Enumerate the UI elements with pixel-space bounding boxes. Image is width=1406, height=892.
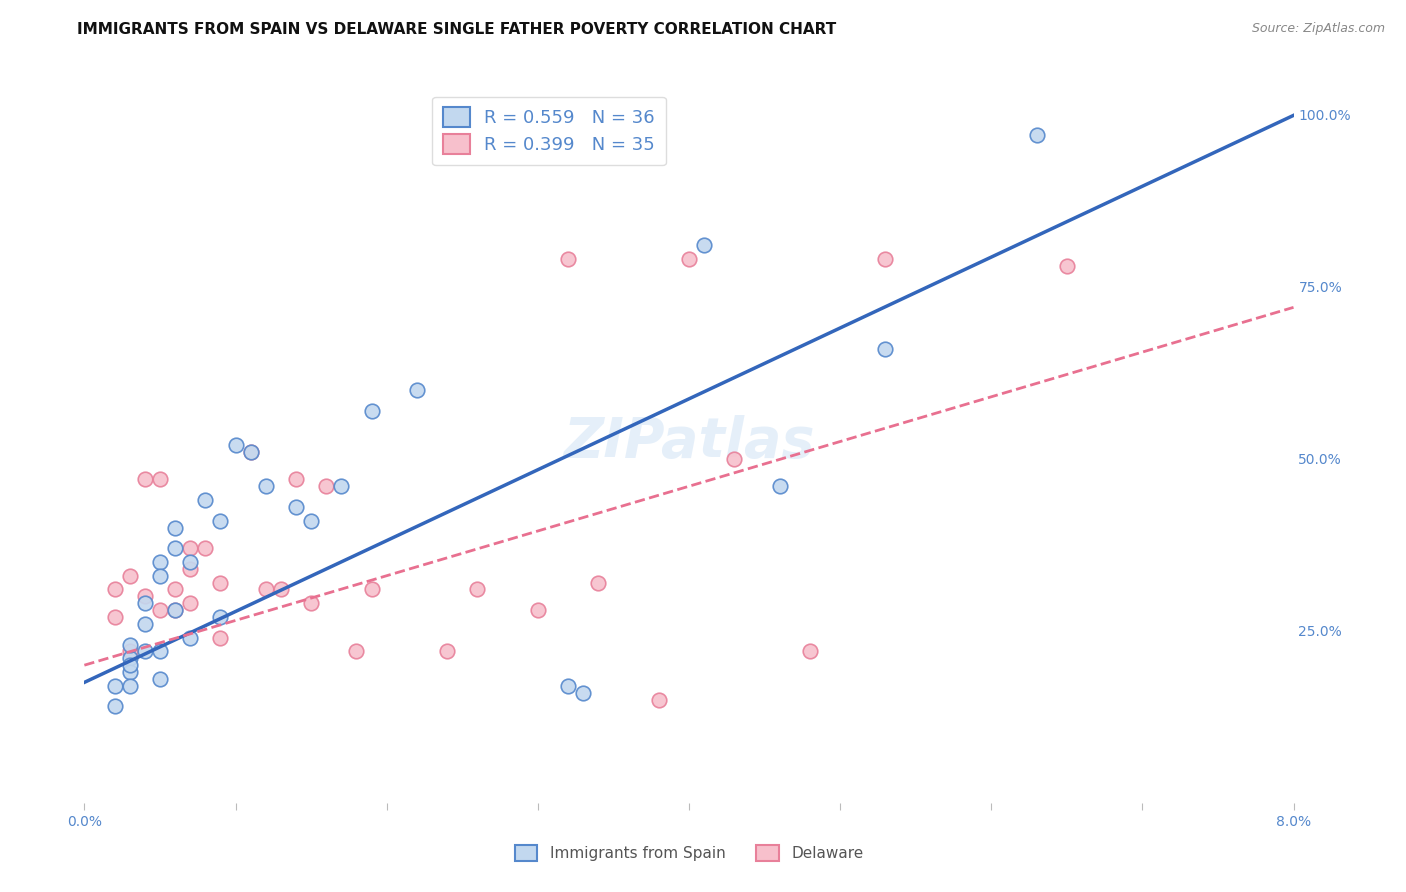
Point [557,679,579,693]
Point [209,575,232,590]
Point [239,445,262,459]
Point [149,568,172,582]
Point [769,479,792,493]
Point [346,644,368,658]
Point [557,252,579,267]
Point [588,575,610,590]
Point [179,596,201,610]
Point [436,644,458,658]
Text: ZIPatlas: ZIPatlas [564,415,814,468]
Point [572,686,595,700]
Point [299,514,322,528]
Point [209,514,232,528]
Point [149,555,172,569]
Text: Source: ZipAtlas.com: Source: ZipAtlas.com [1251,22,1385,36]
Point [799,644,821,658]
Point [1056,259,1078,273]
Point [209,631,232,645]
Point [194,541,217,556]
Point [360,403,382,417]
Point [165,541,187,556]
Point [527,603,550,617]
Point [875,342,897,356]
Point [179,541,201,556]
Point [118,638,141,652]
Point [285,500,308,514]
Point [104,699,127,714]
Point [165,603,187,617]
Point [118,644,141,658]
Point [134,616,156,631]
Point [406,383,429,397]
Point [254,479,277,493]
Point [723,451,745,466]
Point [194,493,217,508]
Point [118,651,141,665]
Point [104,679,127,693]
Point [134,644,156,658]
Point [239,445,262,459]
Text: IMMIGRANTS FROM SPAIN VS DELAWARE SINGLE FATHER POVERTY CORRELATION CHART: IMMIGRANTS FROM SPAIN VS DELAWARE SINGLE… [77,22,837,37]
Point [118,679,141,693]
Point [467,582,489,597]
Point [693,238,716,252]
Point [330,479,353,493]
Point [165,603,187,617]
Point [315,479,337,493]
Point [118,658,141,673]
Point [285,472,308,486]
Point [179,562,201,576]
Point [134,596,156,610]
Point [179,631,201,645]
Point [254,582,277,597]
Point [165,520,187,534]
Point [149,672,172,686]
Point [678,252,700,267]
Point [360,582,382,597]
Point [165,582,187,597]
Point [104,610,127,624]
Point [1025,128,1047,143]
Point [179,555,201,569]
Point [134,472,156,486]
Point [270,582,292,597]
Point [225,438,247,452]
Point [875,252,897,267]
Point [149,472,172,486]
Point [134,590,156,604]
Point [104,582,127,597]
Point [149,644,172,658]
Point [648,692,671,706]
Point [118,665,141,679]
Point [118,568,141,582]
Point [209,610,232,624]
Point [149,603,172,617]
Legend: Immigrants from Spain, Delaware: Immigrants from Spain, Delaware [509,838,869,867]
Point [299,596,322,610]
